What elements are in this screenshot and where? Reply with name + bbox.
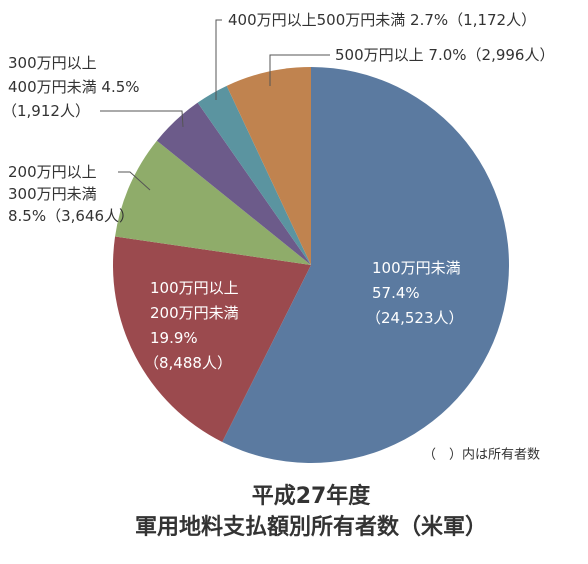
pie-slice [156, 102, 311, 266]
slice-label: 400万円未満 4.5% [8, 78, 140, 96]
slice-label: 57.4% [372, 284, 420, 302]
category-label: 400万円以上500万円未満 [228, 11, 405, 29]
value-label: 4.5% [101, 78, 139, 96]
count-label: （8,488人） [144, 354, 232, 372]
pie-slice [113, 236, 311, 442]
note: （ ）内は所有者数 [423, 447, 540, 463]
value-label: 7.0% [428, 46, 466, 64]
value-label: 57.4% [372, 284, 420, 302]
value-label: 19.9% [150, 329, 198, 347]
category-label: 300万円未満 [8, 185, 97, 203]
pie-slice [197, 85, 311, 266]
chart-title: 平成27年度 [252, 483, 372, 509]
category-label: 100万円未満 [372, 259, 461, 277]
slice-label: 8.5%（3,646人） [8, 207, 134, 225]
category-label: 400万円未満 [8, 78, 97, 96]
slice-label: 100万円以上 [150, 279, 239, 297]
category-label: 200万円以上 [8, 163, 97, 181]
slice-label: 200万円以上 [8, 163, 97, 181]
slice-label: 500万円以上 7.0%（2,996人） [335, 46, 554, 64]
count-label: （2,996人） [467, 46, 555, 64]
value-label: 2.7% [410, 11, 448, 29]
category-label: 500万円以上 [335, 46, 424, 64]
category-label: 100万円以上 [150, 279, 239, 297]
slice-label: 100万円未満 [372, 259, 461, 277]
category-label: 300万円以上 [8, 54, 97, 72]
slice-label: （1,912人） [2, 102, 90, 120]
slice-label: （8,488人） [144, 354, 232, 372]
pie [113, 67, 510, 464]
pie-slice [222, 67, 510, 464]
category-label: 200万円未満 [150, 304, 239, 322]
leader-line [215, 19, 222, 100]
chart-subtitle: 軍用地料支払額別所有者数（米軍） [135, 514, 487, 540]
count-label: （1,912人） [2, 102, 90, 120]
count-label: （24,523人） [366, 309, 464, 327]
leader-line [118, 171, 151, 191]
value-label: 8.5% [8, 207, 46, 225]
leader-line [100, 110, 184, 128]
slice-label: （24,523人） [366, 309, 464, 327]
count-label: （1,172人） [448, 11, 536, 29]
pie-slice [115, 140, 311, 265]
slice-label: 300万円以上 [8, 54, 97, 72]
pie-slice [226, 67, 311, 265]
slice-label: 300万円未満 [8, 185, 97, 203]
slice-label: 200万円未満 [150, 304, 239, 322]
slice-label: 19.9% [150, 329, 198, 347]
leader-line [269, 54, 330, 86]
slice-label: 400万円以上500万円未満 2.7%（1,172人） [228, 11, 536, 29]
count-label: （3,646人） [46, 207, 134, 225]
